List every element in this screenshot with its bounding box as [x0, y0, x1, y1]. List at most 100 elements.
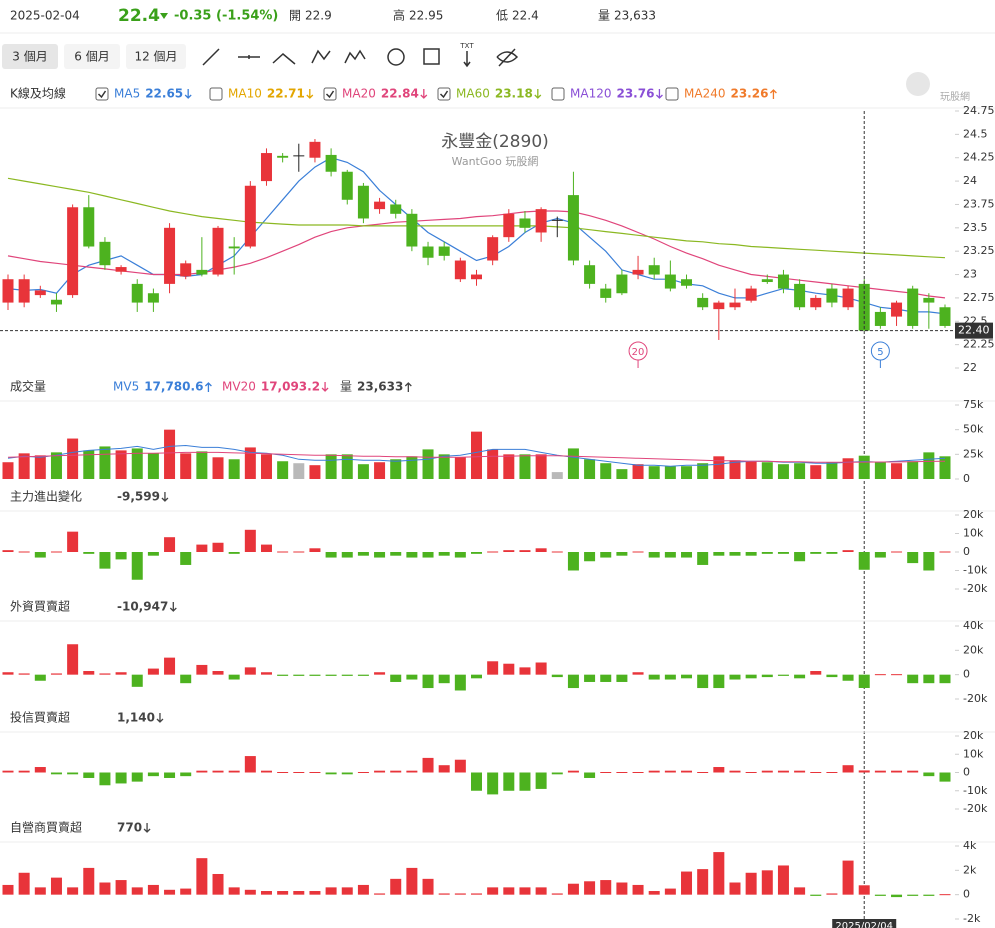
y-tick-label: -20k [963, 582, 988, 595]
bar [907, 461, 919, 479]
bar [648, 770, 660, 773]
bar [83, 552, 95, 554]
candle-body [519, 218, 531, 228]
bar [34, 552, 46, 558]
candle-body [761, 279, 773, 283]
candle-body [616, 274, 628, 294]
bar [616, 469, 628, 479]
candle-body [454, 260, 466, 280]
bar [34, 455, 46, 479]
bar [745, 872, 757, 895]
crosshair-tag [832, 919, 897, 928]
bar [891, 770, 903, 773]
bar [244, 447, 256, 479]
bar [260, 544, 272, 552]
bar [341, 674, 353, 676]
bar [535, 662, 547, 675]
range-label[interactable]: 6 個月 [74, 50, 109, 64]
bar [794, 552, 806, 562]
range-button[interactable] [126, 44, 186, 69]
y-tick-label: -20k [963, 802, 988, 815]
mv-line [7, 451, 946, 463]
range-button[interactable] [64, 44, 120, 69]
trend-arrow [655, 89, 663, 99]
panel-value: -10,947 [117, 600, 168, 614]
bar [697, 463, 709, 479]
bar [341, 772, 353, 775]
bar [325, 772, 337, 775]
bar [277, 772, 289, 773]
candle-body [357, 185, 369, 219]
bar [681, 871, 693, 895]
bar [632, 672, 644, 675]
bar [681, 466, 693, 479]
range-button[interactable] [2, 44, 58, 69]
candle-body [406, 213, 418, 247]
bar [761, 674, 773, 678]
y-tick-label: -20k [963, 692, 988, 705]
bar [810, 465, 822, 479]
bar [164, 657, 176, 675]
bar [67, 887, 79, 895]
bar [260, 672, 272, 675]
bar [842, 674, 854, 681]
range-label[interactable]: 3 個月 [12, 50, 47, 64]
bar [260, 770, 272, 773]
bar [697, 869, 709, 895]
y-tick-label: 22.25 [963, 338, 995, 351]
bar [729, 674, 741, 680]
candle-body [907, 288, 919, 326]
bar [794, 887, 806, 895]
bar [567, 883, 579, 895]
legend-name: MA120 [570, 87, 611, 101]
bar [874, 552, 886, 558]
bar [422, 449, 434, 479]
bar [907, 674, 919, 684]
tool-icons[interactable] [202, 48, 519, 68]
bar [874, 894, 886, 896]
y-tick-label: -10k [963, 564, 988, 577]
range-label[interactable]: 12 個月 [134, 50, 177, 64]
bar [212, 457, 224, 479]
bar [567, 674, 579, 689]
header-label: 高 [393, 8, 405, 23]
bar [180, 453, 192, 479]
bar [616, 772, 628, 773]
bar [858, 770, 870, 773]
bar [244, 667, 256, 675]
bar [196, 858, 208, 895]
bar [713, 674, 725, 689]
bar [260, 454, 272, 479]
legend-value: 17,780.6 [144, 380, 203, 394]
bar [422, 674, 434, 689]
candle-body [939, 307, 951, 326]
bar [67, 531, 79, 552]
candle-body [551, 219, 563, 221]
tool-label[interactable]: TXT [459, 42, 474, 50]
legend-name: MV5 [113, 380, 139, 394]
candle-body [535, 209, 547, 233]
bar [374, 552, 386, 558]
bar [325, 674, 337, 676]
bar [406, 770, 418, 773]
price-tag-label: 22.40 [958, 324, 990, 337]
y-tick-label: 0 [963, 545, 970, 558]
bar [664, 770, 676, 773]
candle-body [923, 297, 935, 303]
bar [309, 772, 321, 773]
bar [293, 551, 305, 553]
bar [212, 873, 224, 895]
bar [713, 456, 725, 479]
bar [131, 552, 143, 580]
bar [212, 671, 224, 675]
candle-body [147, 293, 159, 303]
bar [826, 552, 838, 554]
y-tick-label: 0 [963, 888, 970, 901]
bar [99, 772, 111, 786]
bar [535, 454, 547, 479]
bar [600, 772, 612, 773]
bar [422, 552, 434, 558]
candle-body [632, 269, 644, 275]
bar [50, 452, 62, 479]
checkbox [95, 87, 109, 101]
